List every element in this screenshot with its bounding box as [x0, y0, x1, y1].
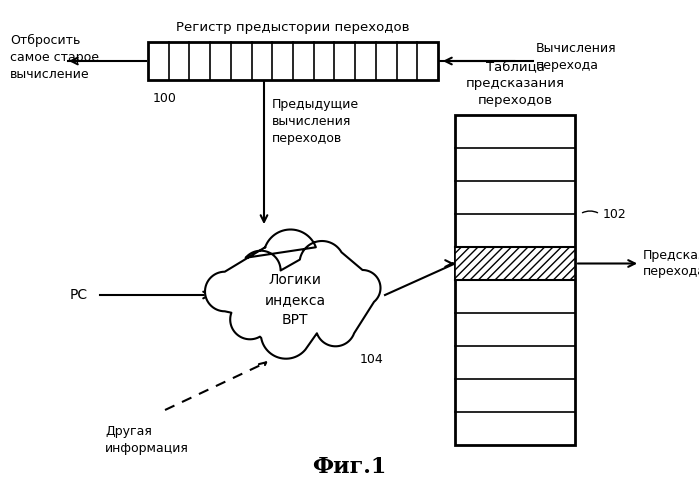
Text: 100: 100: [153, 92, 177, 105]
Text: Предсказание
перехода: Предсказание перехода: [643, 249, 699, 278]
Text: Другая
информация: Другая информация: [105, 425, 189, 455]
Polygon shape: [205, 230, 380, 359]
Text: Предыдущие
вычисления
переходов: Предыдущие вычисления переходов: [272, 98, 359, 145]
Text: Отбросить
самое старое
вычисление: Отбросить самое старое вычисление: [10, 33, 99, 80]
Text: Фиг.1: Фиг.1: [312, 456, 386, 478]
Bar: [455, 115, 575, 445]
Text: Регистр предыстории переходов: Регистр предыстории переходов: [176, 21, 410, 34]
Text: Вычисления
перехода: Вычисления перехода: [536, 42, 617, 72]
Bar: [455, 247, 575, 280]
Text: PC: PC: [70, 288, 88, 302]
Text: Логики
индекса
BPT: Логики индекса BPT: [264, 273, 326, 326]
Text: Таблица
предсказания
переходов: Таблица предсказания переходов: [466, 60, 565, 107]
Text: 102: 102: [603, 208, 627, 221]
Text: 104: 104: [360, 353, 384, 366]
Bar: [148, 42, 438, 80]
